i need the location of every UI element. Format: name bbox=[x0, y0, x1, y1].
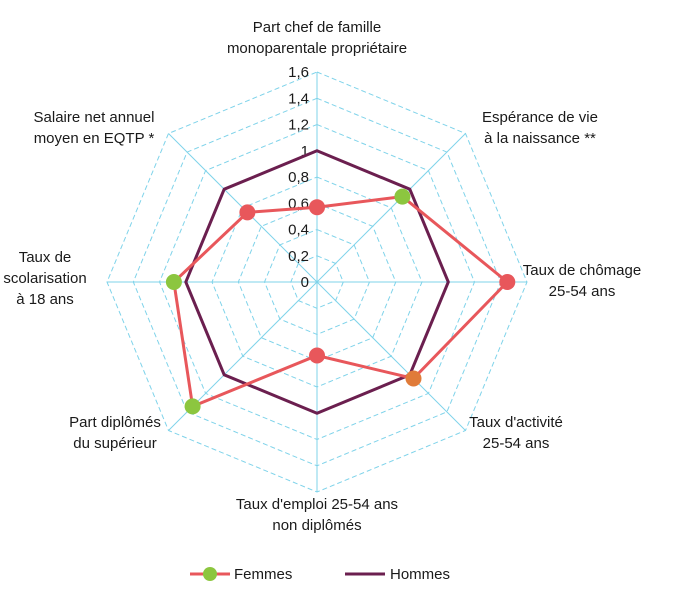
data-point-femmes bbox=[309, 199, 325, 216]
tick-label: 1,4 bbox=[288, 90, 309, 107]
tick-label: 0,8 bbox=[288, 169, 309, 186]
axis-label-3: Taux d'activité 25-54 ans bbox=[469, 414, 563, 452]
spoke-3 bbox=[316, 281, 466, 431]
tick-label: 1 bbox=[301, 143, 309, 160]
axis-label-1: Espérance de vie à la naissance ** bbox=[482, 109, 598, 147]
axis-label-2: Taux de chômage 25-54 ans bbox=[523, 262, 641, 300]
tick-label: 0,2 bbox=[288, 248, 309, 265]
data-point-femmes bbox=[405, 370, 422, 387]
axis-label-7: Salaire net annuel moyen en EQTP * bbox=[34, 109, 155, 147]
series-line-hommes bbox=[184, 149, 450, 415]
axis-label-4: Taux d'emploi 25-54 ans non diplômés bbox=[236, 496, 398, 534]
data-point-femmes bbox=[184, 398, 201, 415]
legend: Femmes Hommes bbox=[190, 566, 450, 583]
legend-marker-femmes bbox=[203, 567, 217, 581]
radial-tick-labels: 00,20,40,60,811,21,41,6 bbox=[288, 64, 309, 291]
data-point-femmes bbox=[499, 274, 516, 290]
tick-label: 0,4 bbox=[288, 222, 309, 239]
legend-label-femmes: Femmes bbox=[234, 566, 292, 583]
series-layer bbox=[165, 149, 516, 415]
axis-labels: Part chef de famille monoparentale propri… bbox=[3, 19, 641, 534]
data-point-femmes bbox=[165, 274, 182, 290]
data-point-femmes bbox=[239, 204, 256, 221]
tick-label: 1,2 bbox=[288, 117, 309, 134]
legend-label-hommes: Hommes bbox=[390, 566, 450, 583]
axis-label-6: Taux de scolarisation à 18 ans bbox=[3, 249, 86, 308]
spoke-1 bbox=[316, 133, 466, 283]
tick-label: 1,6 bbox=[288, 64, 309, 81]
axis-label-5: Part diplômés du supérieur bbox=[69, 414, 161, 452]
tick-label: 0 bbox=[301, 274, 309, 291]
axis-label-0: Part chef de famille monoparentale propri… bbox=[227, 19, 407, 57]
data-point-femmes bbox=[394, 188, 411, 205]
data-point-femmes bbox=[309, 347, 325, 364]
